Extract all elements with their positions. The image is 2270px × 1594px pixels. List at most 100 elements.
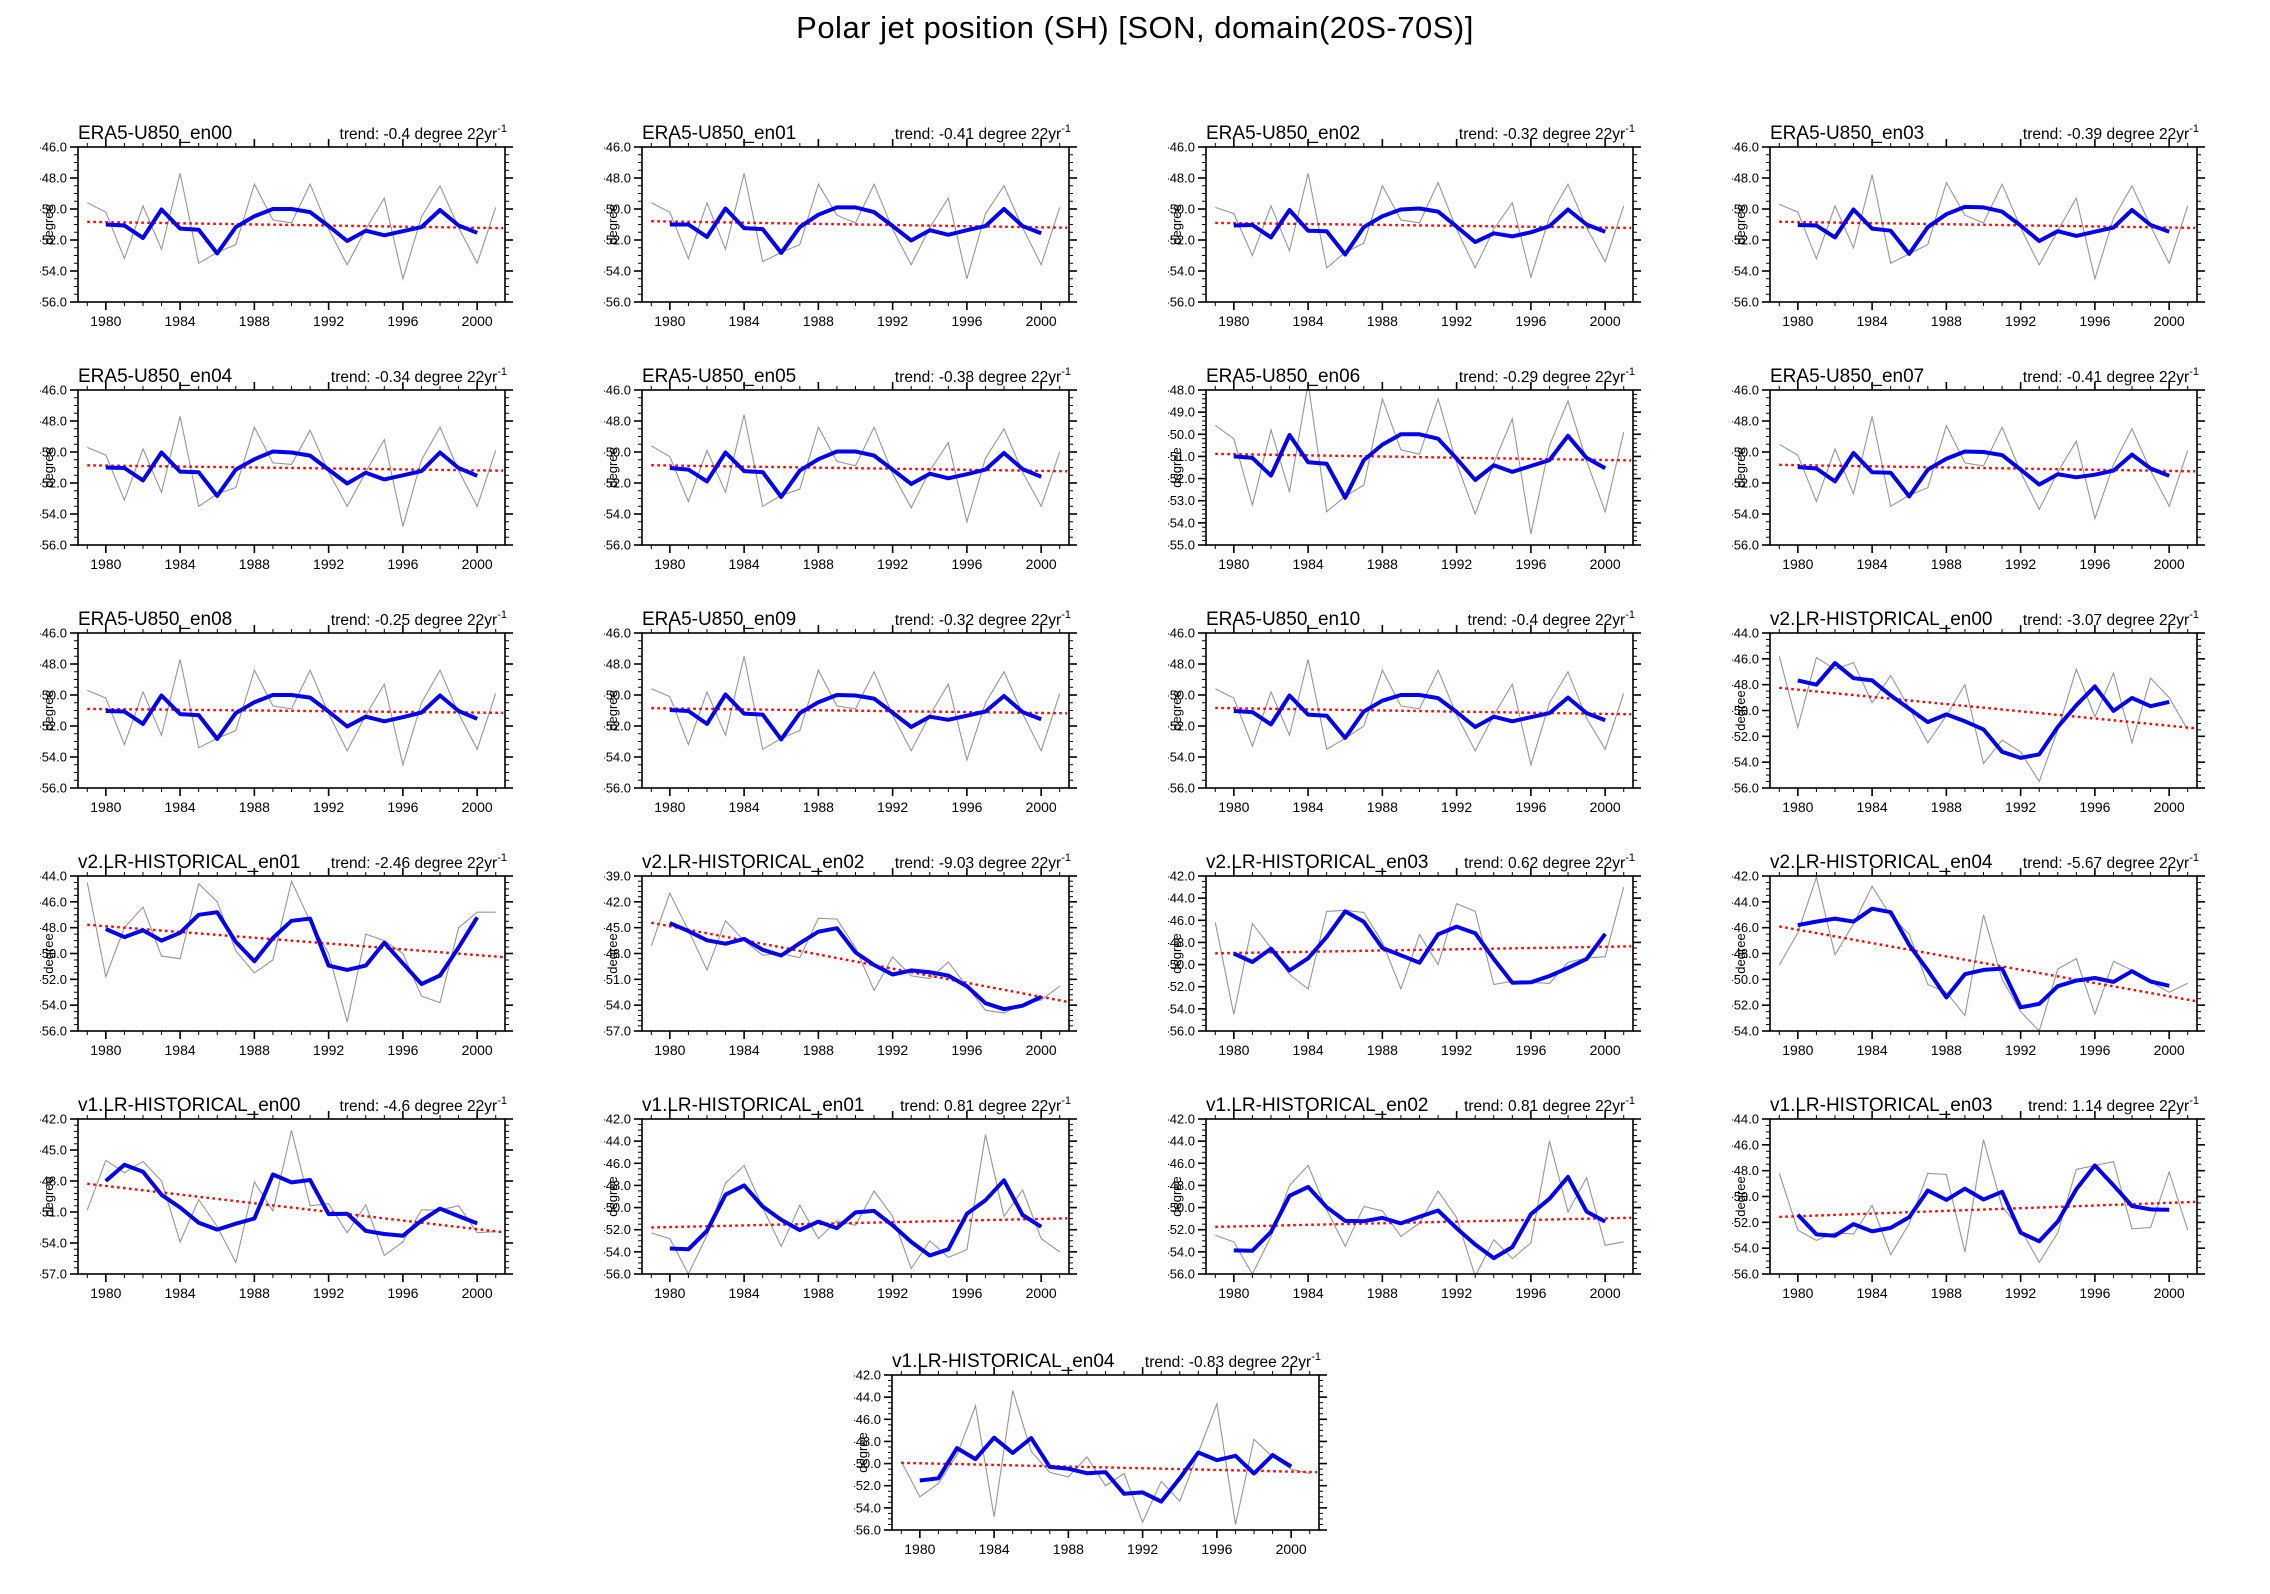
plot-box — [641, 146, 1070, 303]
axis-ticks: -46.0 -48.0 -50.0 -52.0 -54.0 -56.0 1980 1984 19… — [1168, 139, 1641, 329]
y-tick-label: -54.0 — [1732, 1024, 1759, 1039]
y-tick-label: -50.0 — [40, 946, 67, 961]
panel-trend-label: trend: -0.38 degree 22yr-1 — [895, 366, 1071, 386]
y-tick-label: -48.0 — [1168, 657, 1195, 672]
x-tick-label: 1980 — [90, 556, 121, 572]
panel-trend-label: trend: -0.83 degree 22yr-1 — [1145, 1351, 1321, 1371]
y-axis-label: degree — [1733, 447, 1748, 487]
plot-box — [77, 1118, 506, 1275]
x-tick-label: 2000 — [462, 1285, 493, 1301]
x-tick-label: 2000 — [2154, 1285, 2185, 1301]
y-tick-label: -48.0 — [40, 920, 67, 935]
panel-trend-label: trend: -0.29 degree 22yr-1 — [1459, 366, 1635, 386]
raw-series-line — [651, 656, 1061, 763]
x-tick-label: 1996 — [2079, 556, 2110, 572]
x-tick-label: 1984 — [1293, 1042, 1324, 1058]
raw-series-line — [900, 1390, 1310, 1525]
y-tick-label: -54.0 — [40, 264, 67, 279]
plot-box — [1205, 146, 1634, 303]
y-tick-label: -50.0 — [1732, 703, 1759, 718]
x-tick-label: 1980 — [90, 799, 121, 815]
y-tick-label: -52.0 — [1168, 233, 1195, 248]
panel-title: v2.LR-HISTORICAL_en01 — [78, 852, 300, 873]
axis-ticks: -44.0 -46.0 -48.0 -50.0 -52.0 -54.0 -56.0 1980 1… — [1732, 1111, 2205, 1301]
x-tick-label: 1988 — [1931, 556, 1962, 572]
x-tick-label: 1980 — [654, 1042, 685, 1058]
raw-series-line — [1779, 416, 2189, 521]
trend-line — [651, 921, 1068, 1004]
panel-title: v2.LR-HISTORICAL_en04 — [1770, 852, 1993, 873]
y-tick-label: -42.0 — [604, 1112, 631, 1127]
plot-box — [77, 146, 506, 303]
plot-box — [1769, 1118, 2198, 1275]
y-tick-label: -46.0 — [1732, 140, 1759, 155]
panel-trend-label: trend: 0.62 degree 22yr-1 — [1464, 852, 1635, 872]
panel-trend-label: trend: -2.46 degree 22yr-1 — [331, 852, 507, 872]
y-tick-label: -56.0 — [854, 1523, 881, 1538]
y-tick-label: -44.0 — [854, 1390, 881, 1405]
panel-title: v2.LR-HISTORICAL_en00 — [1770, 609, 1992, 630]
y-tick-label: -44.0 — [1732, 626, 1759, 641]
x-tick-label: 2000 — [2154, 1042, 2185, 1058]
panel-title: ERA5-U850_en01 — [642, 123, 796, 144]
x-tick-label: 1992 — [1441, 556, 1472, 572]
y-tick-label: -54.0 — [604, 750, 631, 765]
x-tick-label: 1980 — [90, 1042, 121, 1058]
y-tick-label: -52.0 — [604, 476, 631, 491]
y-axis-label: degree — [1169, 690, 1184, 730]
plot-box — [641, 875, 1070, 1032]
x-tick-label: 1984 — [165, 799, 196, 815]
x-tick-label: 1980 — [654, 799, 685, 815]
x-tick-label: 1988 — [803, 799, 834, 815]
y-tick-label: -46.0 — [40, 383, 67, 398]
x-tick-label: 1988 — [239, 799, 270, 815]
y-tick-label: -52.0 — [40, 972, 67, 987]
x-tick-label: 1992 — [2005, 799, 2036, 815]
panel-title: ERA5-U850_en03 — [1770, 123, 1924, 144]
x-tick-label: 1992 — [2005, 313, 2036, 329]
x-tick-label: 1980 — [1218, 313, 1249, 329]
x-tick-label: 2000 — [1026, 1285, 1057, 1301]
smoothed-series-line — [1797, 661, 2170, 760]
x-tick-label: 1988 — [1367, 799, 1398, 815]
y-axis-label: degree — [605, 204, 620, 244]
x-tick-label: 1984 — [165, 556, 196, 572]
x-tick-label: 1988 — [1367, 313, 1398, 329]
x-tick-label: 1988 — [803, 556, 834, 572]
x-tick-label: 1980 — [1782, 799, 1813, 815]
x-tick-label: 2000 — [1590, 799, 1621, 815]
x-tick-label: 2000 — [462, 1042, 493, 1058]
x-tick-label: 1992 — [877, 556, 908, 572]
y-tick-label: -46.0 — [1168, 140, 1195, 155]
x-tick-label: 1984 — [1857, 1042, 1888, 1058]
smoothed-series-line — [1796, 1163, 2170, 1244]
panel-title: ERA5-U850_en02 — [1206, 123, 1360, 144]
y-tick-label: -48.0 — [1168, 171, 1195, 186]
x-tick-label: 1992 — [877, 1042, 908, 1058]
panel-title: v1.LR-HISTORICAL_en02 — [1206, 1095, 1428, 1116]
y-tick-label: -55.0 — [1168, 538, 1195, 553]
y-tick-label: -54.0 — [1732, 507, 1759, 522]
y-tick-label: -56.0 — [1168, 295, 1195, 310]
y-tick-label: -46.0 — [604, 383, 631, 398]
smoothed-series-line — [105, 449, 478, 498]
x-tick-label: 2000 — [1026, 1042, 1057, 1058]
x-tick-label: 1996 — [951, 313, 982, 329]
x-tick-label: 1980 — [90, 1285, 121, 1301]
y-tick-label: -48.0 — [1168, 383, 1195, 398]
y-tick-label: -48.0 — [1168, 1178, 1195, 1193]
x-tick-label: 1980 — [1782, 1285, 1813, 1301]
plot-box — [1769, 146, 2198, 303]
x-tick-label: 2000 — [1026, 313, 1057, 329]
y-tick-label: -52.0 — [1168, 471, 1195, 486]
smoothed-series-line — [669, 921, 1043, 1012]
panel-trend-label: trend: 0.81 degree 22yr-1 — [900, 1095, 1071, 1115]
y-tick-label: -44.0 — [1732, 1112, 1759, 1127]
raw-series-line — [87, 659, 497, 767]
panel-era5-u850-en08: ERA5-U850_en08 trend: -0.25 degree 22yr-1… — [40, 609, 513, 815]
plot-box — [77, 632, 506, 789]
raw-series-line — [651, 414, 1061, 524]
trend-line — [87, 1182, 504, 1234]
panel-era5-u850-en10: ERA5-U850_en10 trend: -0.4 degree 22yr-1-… — [1168, 609, 1641, 815]
y-tick-label: -54.0 — [1732, 264, 1759, 279]
